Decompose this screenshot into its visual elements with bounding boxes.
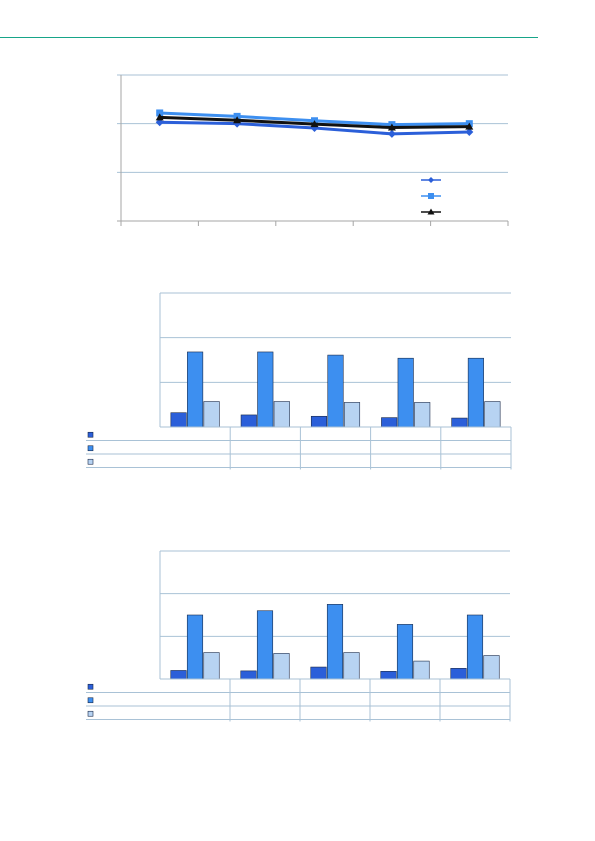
- series-1-point: [465, 127, 474, 136]
- series-2-bar: [396, 624, 414, 680]
- legend-key-1: [87, 683, 94, 690]
- legend-key-2: [87, 445, 94, 452]
- series-3-bar: [343, 652, 360, 680]
- series-3-point: [387, 123, 396, 131]
- header-rule: [0, 37, 538, 38]
- series-3-point: [233, 116, 242, 124]
- series-3-bar: [273, 653, 290, 680]
- series-1-bar: [310, 666, 327, 680]
- series-2-point: [156, 109, 164, 117]
- series-3-bar: [413, 660, 430, 680]
- series-2-bar: [326, 604, 344, 680]
- series-2-bar: [466, 614, 484, 680]
- series-3-point: [155, 113, 164, 121]
- legend-key-3: [87, 710, 94, 717]
- series-1-bar: [170, 670, 187, 680]
- series-1-bar: [450, 668, 467, 680]
- series-1-point: [387, 129, 396, 138]
- series-2-bar: [256, 610, 274, 680]
- series-3-bar: [203, 652, 220, 680]
- legend-key-2: [87, 697, 94, 704]
- legend-key-3: [87, 458, 94, 465]
- legend-key-1: [87, 431, 94, 438]
- series-1-bar: [380, 671, 397, 680]
- series-2-bar: [186, 614, 204, 680]
- series-1-bar: [240, 670, 257, 680]
- series-3-point: [310, 120, 319, 128]
- legend-marker-2: [428, 193, 434, 199]
- series-3-point: [465, 122, 474, 130]
- legend-marker-3: [427, 208, 435, 215]
- series-3-bar: [483, 655, 500, 680]
- legend-marker-1: [428, 177, 434, 183]
